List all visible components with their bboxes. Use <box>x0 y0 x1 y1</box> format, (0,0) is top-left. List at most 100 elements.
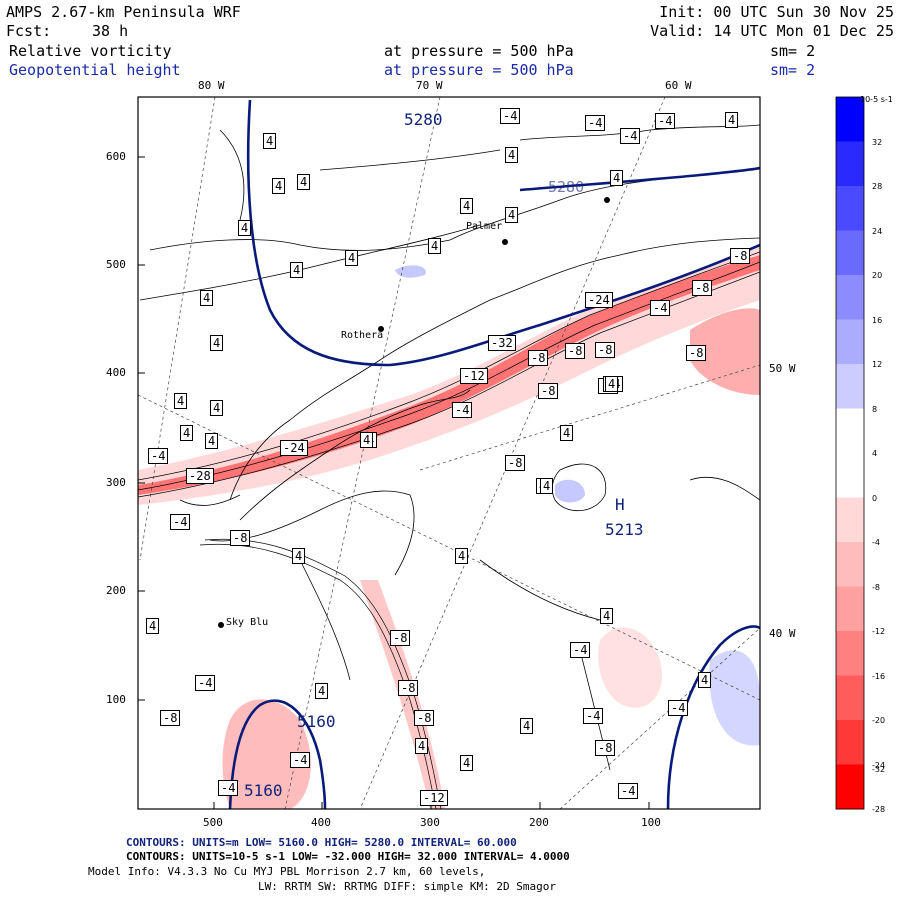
colorbar-tick-label: 0 <box>872 493 878 503</box>
lon-label: 80 W <box>198 79 225 92</box>
vorticity-contour-label: -4 <box>452 402 473 418</box>
lon-label: 40 W <box>769 627 796 640</box>
coastline <box>139 124 760 771</box>
colorbar-step <box>836 497 864 543</box>
vorticity-contour-label: -8 <box>686 345 707 361</box>
vorticity-contour-label: -4 <box>570 642 591 658</box>
vorticity-contour-label: 4 <box>210 400 224 416</box>
vorticity-contour-label: 4 <box>315 683 329 699</box>
vorticity-contour-label: 4 <box>605 376 619 392</box>
height-contours <box>228 99 760 809</box>
map-field <box>138 97 760 809</box>
high-center-marker: H <box>615 495 625 514</box>
place-sky-blu: Sky Blu <box>226 617 269 628</box>
vorticity-contour-label: -8 <box>692 280 713 296</box>
vorticity-contour-label: 4 <box>540 478 554 494</box>
footer-vorticity-contours: CONTOURS: UNITS=10-5 s-1 LOW= -32.000 HI… <box>126 850 570 863</box>
colorbar-unit: 10-5 s-1 <box>860 95 893 104</box>
y-tick-label: 400 <box>106 366 126 379</box>
place-palmer: Palmer <box>466 221 503 232</box>
footer-physics-info: LW: RRTM SW: RRTMG DIFF: simple KM: 2D S… <box>258 880 557 893</box>
field2-pressure: at pressure = 500 hPa <box>384 61 574 79</box>
vorticity-contour-label: 4 <box>460 198 474 214</box>
vorticity-contour-label: 4 <box>205 433 219 449</box>
vorticity-shading-east <box>690 308 760 395</box>
station-dot-northeast <box>604 197 610 203</box>
vorticity-contour-label: 4 <box>345 250 359 266</box>
colorbar-step <box>836 453 864 498</box>
vorticity-contour-label: -8 <box>730 248 751 264</box>
vorticity-contour-label: 4 <box>238 220 252 236</box>
vorticity-contour-label: 4 <box>725 112 739 128</box>
vorticity-contour-label: -4 <box>620 128 641 144</box>
vorticity-contour-label: -8 <box>538 383 559 399</box>
height-contour-5160-south <box>228 699 327 809</box>
vorticity-contour-label: -4 <box>585 115 606 131</box>
vorticity-contour-label: 4 <box>263 133 277 149</box>
vorticity-contour-label: 4 <box>297 174 311 190</box>
vorticity-contour-label: 4 <box>520 718 534 734</box>
plot-frame <box>137 96 761 810</box>
colorbar-tick-label: -32 <box>872 765 886 774</box>
height-label: 5160 <box>297 712 336 731</box>
colorbar-tick-label: -4 <box>872 538 880 547</box>
axis-ticks <box>138 156 650 809</box>
colorbar-frame <box>835 96 865 810</box>
vorticity-contour-label: -4 <box>583 708 604 724</box>
vorticity-contour-label: 4 <box>600 608 614 624</box>
colorbar-tick-label: 20 <box>872 271 883 280</box>
vorticity-contour-label: -8 <box>414 710 435 726</box>
colorbar-step <box>836 586 864 632</box>
field1-smoothing: sm= 2 <box>770 42 816 60</box>
vorticity-contour-label: -4 <box>655 113 676 129</box>
y-tick-label: 100 <box>106 693 126 706</box>
vorticity-contour-label: -24 <box>585 292 613 308</box>
colorbar-step <box>836 97 864 142</box>
field2-smoothing: sm= 2 <box>770 61 816 79</box>
model-title: AMPS 2.67-km Peninsula WRF <box>6 3 241 21</box>
x-tick-label: 200 <box>529 816 549 829</box>
colorbar-step <box>836 230 864 276</box>
colorbar-step <box>836 720 864 765</box>
init-time: Init: 00 UTC Sun 30 Nov 25 <box>659 3 894 21</box>
vorticity-contour-label: 4 <box>290 262 304 278</box>
x-tick-label: 300 <box>420 816 440 829</box>
vorticity-contour-label: 4 <box>415 738 429 754</box>
high-center-value: 5213 <box>605 520 644 539</box>
colorbar-step <box>836 186 864 231</box>
height-label: 5280 <box>404 110 443 129</box>
y-tick-label: 300 <box>106 476 126 489</box>
y-tick-label: 500 <box>106 258 126 271</box>
vorticity-contour-label: 4 <box>460 755 474 771</box>
lon-label: 60 W <box>665 79 692 92</box>
vorticity-contour-label: -8 <box>528 350 549 366</box>
colorbar-step <box>836 631 864 676</box>
colorbar-step <box>836 141 864 187</box>
vorticity-shading-positive-center <box>555 479 585 503</box>
vorticity-contour-label: 4 <box>272 178 286 194</box>
vorticity-contour-label: -4 <box>170 514 191 530</box>
vorticity-contour-label: -12 <box>460 368 488 384</box>
colorbar-tick-label: -16 <box>872 671 886 681</box>
vorticity-contour-label: -8 <box>595 740 616 756</box>
footer-model-info: Model Info: V4.3.3 No Cu MYJ PBL Morriso… <box>88 865 486 878</box>
colorbar-tick-label: 4 <box>872 449 878 458</box>
x-tick-label: 400 <box>311 816 331 829</box>
vorticity-contour-label: 4 <box>505 147 519 163</box>
jet-contours <box>138 251 760 809</box>
field1-name: Relative vorticity <box>9 42 172 60</box>
colorbar-tick-label: 32 <box>872 137 883 147</box>
vorticity-contour-label: -8 <box>565 343 586 359</box>
colorbar <box>836 97 864 810</box>
vorticity-contour-label: -24 <box>280 440 308 456</box>
colorbar-tick-label: -24 <box>872 760 886 770</box>
colorbar-tick-label: -12 <box>872 627 886 636</box>
vorticity-contour-label: 4 <box>174 393 188 409</box>
valid-time: Valid: 14 UTC Mon 01 Dec 25 <box>650 22 894 40</box>
vorticity-contour-label: 4 <box>360 432 374 448</box>
vorticity-contour-label: 4 <box>428 238 442 254</box>
vorticity-contour-label: -4 <box>618 783 639 799</box>
vorticity-contour-label: 4 <box>698 672 712 688</box>
height-contour-east <box>666 625 760 809</box>
vorticity-contour-label: 4 <box>210 335 224 351</box>
